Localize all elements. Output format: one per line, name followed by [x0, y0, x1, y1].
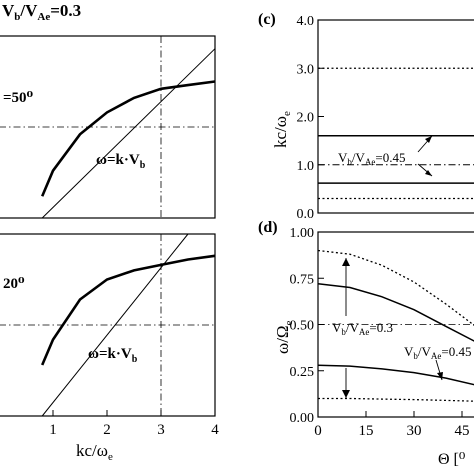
panel-d-ratio-a-label: Vb/VAe=0.3 [332, 320, 393, 337]
panel-3-xtick-label: 45 [455, 423, 470, 439]
top-left-formula-label: ω=k·Vb [96, 152, 146, 171]
panel-3-ytick-label: 0.50 [290, 319, 315, 334]
panel-3-ytick-label: 0.75 [290, 272, 315, 287]
panel-c-label: (c) [258, 11, 276, 28]
bottom-left-panel: 1 2 3 4 20⁰ ω=k·Vb kc/ωe [0, 233, 219, 463]
panel-0-series-0 [41, 80, 216, 197]
panel-d-ratio-b-label: Vb/VAe=0.45 [404, 344, 472, 361]
panel-1-series-0 [41, 254, 216, 366]
panel-1-xtick-label: 1 [49, 422, 57, 438]
panel-3-ytick-label: 1.00 [290, 226, 315, 241]
bottom-left-angle-label: 20⁰ [3, 276, 25, 292]
panel-3-series-1 [317, 283, 474, 342]
panel-c-ratio-label: Vb/VAe=0.45 [338, 150, 406, 167]
bottom-left-formula-label: ω=k·Vb [88, 346, 138, 365]
panel-d-arrowhead-up [342, 258, 350, 266]
panel-1-xtick-label: 3 [157, 422, 165, 438]
panel-2-ytick-label: 2.0 [297, 111, 315, 126]
top-left-panel: =50⁰ ω=k·Vb [0, 35, 216, 219]
panel-3-xtick-label: 0 [314, 423, 322, 439]
panel-d-arrowhead-b [437, 372, 443, 380]
panel-3-ytick-label: 0.25 [290, 365, 315, 380]
panel-d-arrowhead-down [342, 390, 350, 398]
panel-3-xtick-label: 30 [407, 423, 422, 439]
panel-0-series-1 [41, 48, 216, 219]
panel-2-ytick-label: 0.0 [297, 207, 315, 222]
panel-3-ytick-label: 0.00 [290, 411, 315, 426]
panel-1-xtick-label: 4 [211, 422, 219, 438]
bottom-left-xlabel: kc/ωe [76, 441, 113, 463]
panel-c-frame [317, 19, 474, 214]
top-left-angle-label: =50⁰ [3, 90, 34, 106]
panel-3-xtick-label: 15 [359, 423, 374, 439]
panel-3-series-2 [317, 364, 474, 386]
panel-2-ytick-label: 3.0 [297, 62, 315, 77]
panel-3-series-3 [318, 397, 474, 402]
panel-d-label: (d) [258, 219, 278, 236]
header-ratio-label: Vb/VAe=0.3 [2, 1, 81, 23]
panel-2-ytick-label: 1.0 [297, 159, 315, 174]
panel-c: 0.0 1.0 2.0 3.0 4.0 (c) kc/ωe Vb/VAe=0.45 [258, 11, 474, 222]
panel-2-ytick-label: 4.0 [297, 14, 315, 29]
top-left-frame [0, 35, 216, 219]
panel-d-xlabel: Θ [⁰ [438, 451, 465, 468]
panel-c-ylabel: kc/ωe [271, 111, 293, 148]
panel-d-ylabel: ω/Ωe [273, 320, 295, 354]
panel-3-series-0 [317, 249, 474, 327]
panel-d: 0 15 30 45 0.00 0.25 0.50 0.75 1.00 (d) ω/Ωe Θ [… [258, 219, 474, 468]
panel-1-xtick-label: 2 [103, 422, 111, 438]
panel-c-arrowhead-up [425, 136, 432, 143]
panel-c-arrowhead-down [425, 170, 432, 176]
